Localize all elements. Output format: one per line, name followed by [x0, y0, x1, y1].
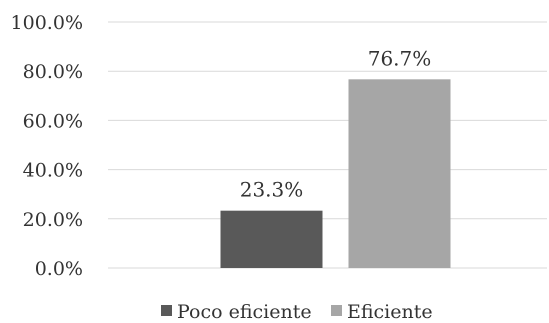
legend-swatch [331, 305, 342, 316]
data-labels: 23.3% 76.7% [240, 46, 432, 201]
gridlines [108, 21, 547, 269]
y-tick-label: 60.0% [23, 110, 83, 132]
bars [220, 79, 451, 269]
bar-eficiente [348, 79, 451, 269]
y-tick-label: 20.0% [23, 209, 83, 231]
legend: Poco eficiente Eficiente [161, 301, 433, 323]
y-tick-label: 0.0% [35, 258, 83, 280]
legend-label: Eficiente [347, 301, 433, 323]
data-label: 76.7% [368, 46, 432, 70]
y-axis-tick-labels: 0.0% 20.0% 40.0% 60.0% 80.0% 100.0% [11, 12, 83, 280]
legend-swatch [161, 305, 172, 316]
bar-poco-eficiente [220, 210, 323, 268]
y-tick-label: 40.0% [23, 160, 83, 182]
y-tick-label: 80.0% [23, 61, 83, 83]
data-label: 23.3% [240, 178, 304, 202]
legend-label: Poco eficiente [177, 301, 312, 323]
y-tick-label: 100.0% [11, 12, 83, 34]
